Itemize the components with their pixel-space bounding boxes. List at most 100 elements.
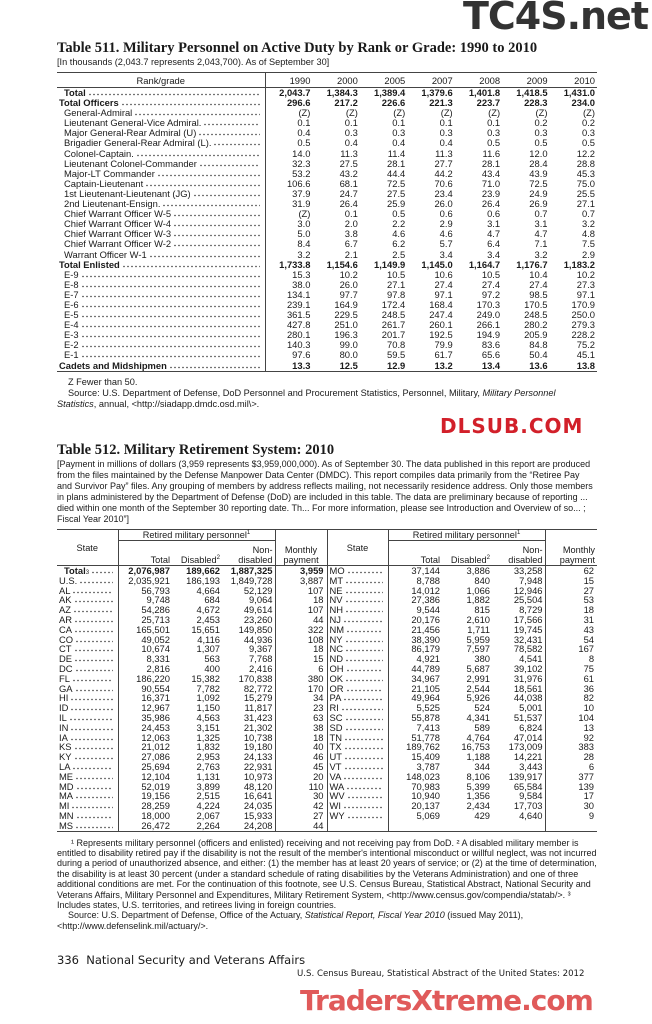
cell-value: 75.0 bbox=[576, 177, 595, 189]
cell-value: 2.1 bbox=[344, 248, 358, 260]
cell-value: 99.0 bbox=[339, 339, 358, 351]
column-header-total: Total bbox=[118, 540, 172, 566]
dot-leader bbox=[162, 199, 260, 208]
dot-leader bbox=[80, 330, 260, 339]
cell-value: 15,382 bbox=[191, 672, 220, 684]
cell-value: 172.4 bbox=[381, 298, 406, 310]
cell-value: 2,043.7 bbox=[279, 87, 311, 98]
cell-value: 344 bbox=[474, 760, 491, 772]
cell-value: 261.7 bbox=[381, 319, 406, 331]
cell-value: 10.2 bbox=[576, 268, 595, 280]
cell-value: 23.4 bbox=[434, 187, 453, 199]
cell-value: 9,064 bbox=[249, 594, 273, 606]
cell-value: 30 bbox=[274, 791, 328, 802]
cell-value: 18 bbox=[274, 732, 328, 743]
cell-value: 16,753 bbox=[461, 741, 491, 753]
label-wrap: KY bbox=[59, 752, 116, 762]
dot-leader bbox=[343, 761, 383, 770]
label-text: NV bbox=[329, 594, 343, 606]
column-header-rank: Rank/grade bbox=[57, 72, 266, 88]
cell-value: 24.7 bbox=[339, 187, 358, 199]
cell-value: 0.5 bbox=[297, 137, 311, 149]
label-wrap: KS bbox=[59, 742, 116, 752]
row-label: General-Admiral bbox=[57, 108, 266, 119]
label-text: MD bbox=[59, 780, 74, 792]
table-row: Total 2,043.7 1,384.3 1,389.4 1,379.6 1,401.8… bbox=[57, 87, 597, 99]
dot-leader bbox=[343, 771, 383, 780]
label-text: Chief Warrant Officer W-4 bbox=[64, 218, 172, 230]
cell-value: 72.5 bbox=[529, 177, 548, 189]
table-row: MD 52,019 3,899 48,120 110 WA 70,983 5,399 65,58… bbox=[57, 780, 598, 792]
cell-value: 46 bbox=[274, 752, 328, 762]
cell-value: 65,584 bbox=[513, 780, 543, 792]
cell-value: 83.6 bbox=[481, 339, 501, 351]
cell-value: 251.0 bbox=[334, 319, 358, 331]
cell-value: 3.1 bbox=[534, 218, 548, 230]
cell-value: 97.2 bbox=[481, 288, 501, 300]
column-header-state: State bbox=[57, 529, 119, 566]
dot-leader bbox=[344, 732, 383, 741]
column-header-monthly-payment: Monthly payment bbox=[544, 529, 598, 566]
label-text: RI bbox=[329, 702, 339, 714]
cell-value: 11.3 bbox=[340, 147, 358, 159]
cell-value: 0.1 bbox=[344, 117, 358, 129]
table-512-source: Source: U.S. Department of Defense, Offi… bbox=[57, 910, 597, 931]
label-wrap: E-6 bbox=[59, 299, 263, 310]
cell-value: 50.4 bbox=[529, 349, 548, 361]
label-wrap: 1st Lieutenant-Lieutenant (JG) bbox=[59, 187, 263, 199]
cell-value: 11.6 bbox=[482, 147, 501, 159]
cell-value: 86,179 bbox=[411, 643, 441, 655]
row-label: E-1 bbox=[57, 350, 266, 361]
cell-value: 8.4 bbox=[297, 238, 311, 250]
cell-value: 22,931 bbox=[243, 760, 273, 772]
cell-value: 26.4 bbox=[481, 198, 501, 210]
cell-value: 7.1 bbox=[534, 238, 548, 250]
cell-value: 0.7 bbox=[534, 208, 548, 220]
label-text: OK bbox=[329, 672, 344, 684]
cell-value bbox=[492, 821, 545, 831]
dot-leader bbox=[80, 320, 260, 329]
dot-leader bbox=[80, 269, 260, 278]
cell-value: 5,926 bbox=[466, 692, 491, 704]
row-label: CA bbox=[57, 624, 119, 635]
footnote-marker: 2 bbox=[216, 554, 220, 561]
row-label: Total Officers bbox=[57, 97, 266, 109]
label-wrap: Colonel-Captain. bbox=[59, 148, 263, 159]
cell-value: 97.7 bbox=[339, 288, 358, 300]
label-wrap: Major-LT Commander bbox=[59, 168, 263, 179]
cell-value: 23,260 bbox=[243, 613, 273, 625]
label-text: 1st Lieutenant-Lieutenant (JG) bbox=[64, 187, 191, 199]
cell-value: 186,193 bbox=[186, 574, 220, 586]
label-wrap: NC bbox=[330, 644, 386, 654]
dot-leader bbox=[121, 259, 260, 268]
cell-value: 12.0 bbox=[529, 147, 548, 159]
table-row: Lieutenant General-Vice Admiral. 0.1 0.1 0.… bbox=[57, 117, 597, 129]
label-text: NM bbox=[329, 623, 345, 635]
label-text: DE bbox=[59, 653, 73, 665]
label-wrap: NV bbox=[330, 595, 386, 605]
cell-value: 3.4 bbox=[487, 248, 501, 260]
label-text: Warrant Officer W-1 bbox=[64, 248, 147, 260]
label-text: Major General-Rear Admiral (U) bbox=[64, 127, 197, 139]
table-row: Colonel-Captain. 14.0 11.3 11.4 11.3 11.6 12.0… bbox=[57, 147, 597, 159]
cell-value: 27.1 bbox=[387, 278, 406, 290]
group-label: Retired military personnel bbox=[412, 530, 517, 540]
table-512-headnote: [Payment in millions of dollars (3,959 r… bbox=[57, 459, 593, 524]
cell-value: 38.0 bbox=[292, 278, 311, 290]
table-row: AK 9,748 684 9,064 18 NV 27,386 1,882 25,504 53 bbox=[57, 594, 598, 606]
label-text: IA bbox=[59, 731, 68, 743]
row-label: CT bbox=[57, 644, 119, 655]
cell-value: 8,106 bbox=[466, 770, 491, 782]
cell-value: 16,641 bbox=[243, 790, 273, 802]
table-row: Cadets and Midshipmen 13.3 12.5 12.9 13.2 13.… bbox=[57, 359, 597, 372]
label-text: Chief Warrant Officer W-2 bbox=[64, 238, 172, 250]
row-label: NE bbox=[326, 585, 389, 596]
cell-value: 12.5 bbox=[339, 359, 358, 371]
column-header-non-disabled: Non-disabled bbox=[222, 540, 276, 566]
cell-value: 31 bbox=[544, 615, 598, 625]
source-text: (issued May 2011), <http://www.defenseli… bbox=[57, 910, 524, 931]
cell-value: 1,066 bbox=[466, 584, 491, 596]
cell-value: 3,886 bbox=[466, 565, 491, 576]
cell-value: 28.1 bbox=[481, 157, 501, 169]
cell-value: 0.7 bbox=[581, 208, 595, 220]
